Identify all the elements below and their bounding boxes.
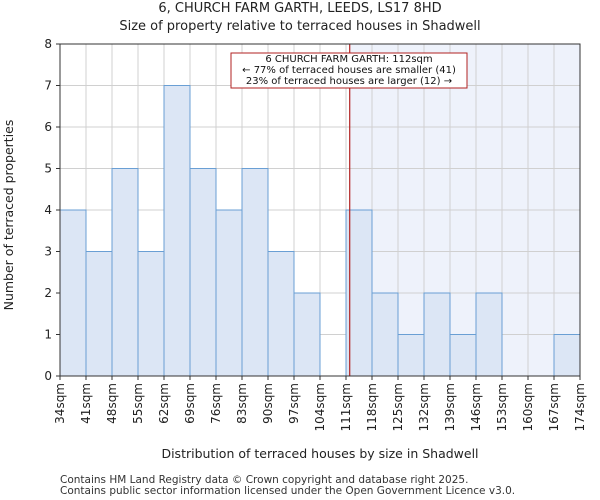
bar-118sqm [371, 292, 399, 377]
x-tick-label: 139sqm [443, 383, 457, 431]
x-tick-label: 153sqm [495, 383, 509, 431]
x-tick-label: 167sqm [547, 383, 561, 431]
x-tick-label: 48sqm [105, 383, 119, 424]
y-axis-label: Number of terraced properties [1, 120, 16, 311]
x-tick-label: 104sqm [313, 383, 327, 431]
x-tick-label: 76sqm [209, 383, 223, 424]
bar-48sqm [111, 168, 139, 377]
x-tick-label: 41sqm [79, 383, 93, 424]
bar-139sqm [449, 334, 477, 377]
y-tick-label: 2 [44, 286, 52, 300]
footer-line1: Contains HM Land Registry data © Crown c… [60, 474, 468, 486]
x-tick-label: 34sqm [53, 383, 67, 424]
bar-125sqm [397, 334, 425, 377]
bar-76sqm [215, 209, 243, 377]
x-tick-label: 146sqm [469, 383, 483, 431]
bar-146sqm [475, 292, 503, 377]
bar-167sqm [553, 334, 581, 377]
annotation-line3: 23% of terraced houses are larger (12) → [246, 76, 452, 87]
y-tick-label: 3 [44, 245, 52, 259]
bar-97sqm [293, 292, 321, 377]
bar-55sqm [137, 251, 165, 377]
bar-34sqm [59, 209, 87, 377]
x-tick-label: 132sqm [417, 383, 431, 431]
x-tick-label: 160sqm [521, 383, 535, 431]
y-tick-label: 5 [44, 162, 52, 176]
x-tick-label: 55sqm [131, 383, 145, 424]
x-tick-label: 118sqm [365, 383, 379, 431]
chart-title-line1: 6, CHURCH FARM GARTH, LEEDS, LS17 8HD [158, 1, 441, 16]
x-tick-label: 90sqm [261, 383, 275, 424]
annotation-border [230, 52, 468, 89]
chart-title-line2: Size of property relative to terraced ho… [119, 19, 480, 34]
y-tick-label: 7 [44, 79, 52, 93]
footer-line2: Contains public sector information licen… [60, 485, 515, 497]
x-tick-label: 125sqm [391, 383, 405, 431]
annotation-line1: 6 CHURCH FARM GARTH: 112sqm [265, 54, 432, 65]
y-tick-label: 0 [44, 369, 52, 383]
x-tick-label: 111sqm [339, 383, 353, 431]
bar-111sqm [345, 209, 373, 377]
bar-83sqm [241, 168, 269, 377]
x-tick-label: 174sqm [573, 383, 587, 431]
y-tick-label: 4 [44, 203, 52, 217]
annotation-line2: ← 77% of terraced houses are smaller (41… [242, 65, 456, 76]
annotation-box: 6 CHURCH FARM GARTH: 112sqm ← 77% of ter… [230, 52, 468, 89]
x-axis-label: Distribution of terraced houses by size … [161, 446, 478, 461]
y-tick-label: 8 [44, 37, 52, 51]
x-tick-label: 69sqm [183, 383, 197, 424]
x-tick-label: 97sqm [287, 383, 301, 424]
bar-62sqm [163, 85, 191, 377]
bar-41sqm [85, 251, 113, 377]
bar-90sqm [267, 251, 295, 377]
bar-69sqm [189, 168, 217, 377]
x-tick-label: 62sqm [157, 383, 171, 424]
y-tick-label: 1 [44, 328, 52, 342]
bar-132sqm [423, 292, 451, 377]
y-tick-label: 6 [44, 120, 52, 134]
x-tick-label: 83sqm [235, 383, 249, 424]
